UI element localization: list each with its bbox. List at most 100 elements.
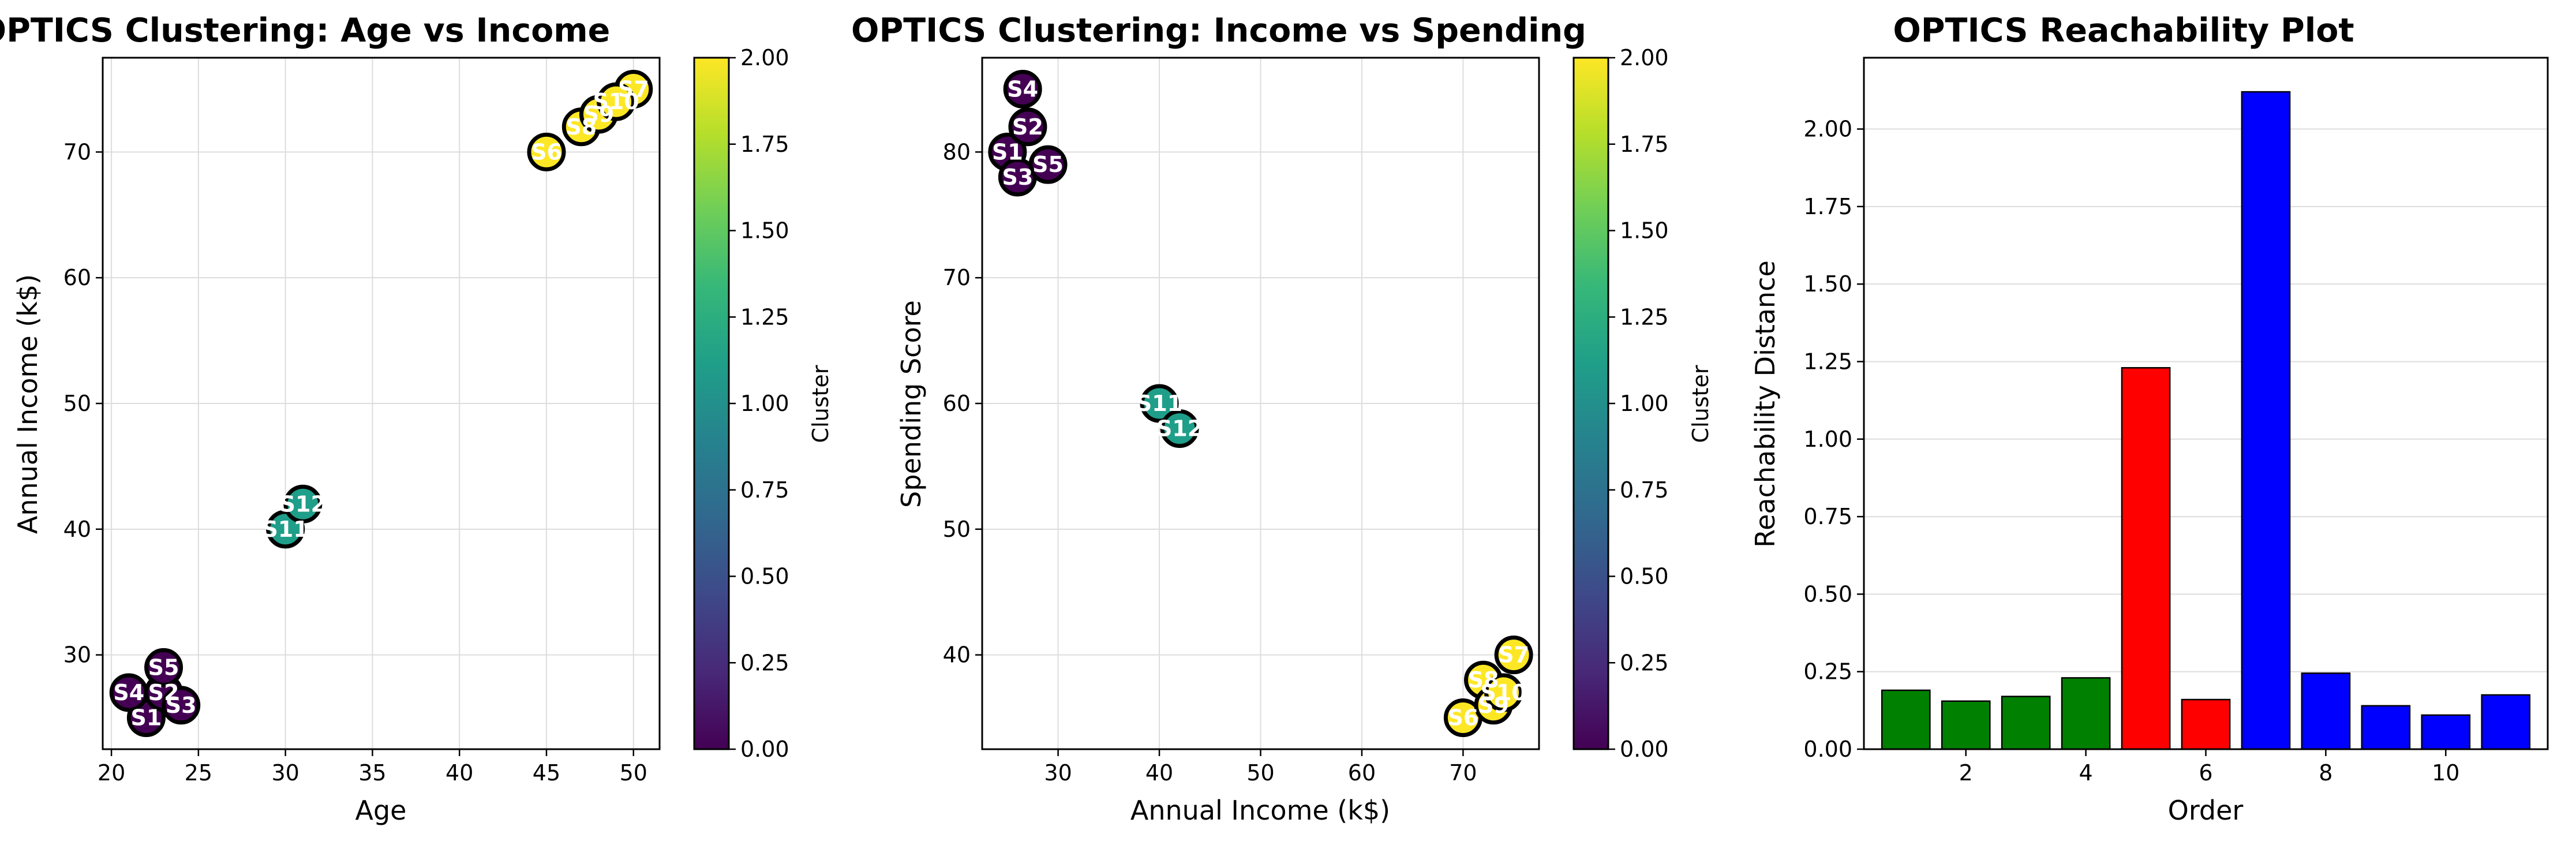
colorbar-tick-label: 1.75 (740, 132, 789, 157)
y-tick-label: 30 (63, 642, 91, 668)
point-label: S7 (1498, 642, 1529, 668)
y-ticks: 0.00 0.25 0.50 0.75 1.00 1.25 1.50 1.75 2.00 (1803, 117, 1864, 762)
point-label: S11 (1136, 391, 1182, 416)
x-axis-label: Order (2168, 795, 2244, 826)
y-tick-label: 0.75 (1803, 504, 1852, 529)
colorbar-tick-label: 0.25 (1620, 650, 1669, 675)
point-label: S5 (148, 655, 179, 680)
colorbar-tick-label: 0.75 (740, 477, 789, 503)
y-tick-label: 1.50 (1803, 271, 1852, 297)
scatter-point (1028, 145, 1068, 184)
x-tick-label: 8 (2319, 760, 2332, 786)
panel-reachability-plot: OPTICS Reachability Plot 2 4 6 8 10 0.00 0.25… (1750, 12, 2549, 826)
point-label: S12 (280, 491, 326, 517)
point-label: S5 (1032, 152, 1064, 177)
colorbar-tick-label: 1.50 (740, 218, 789, 244)
point-label: S8 (1468, 667, 1499, 693)
x-ticks: 20 25 30 35 40 45 50 (98, 749, 647, 786)
colorbar-tick-label: 1.75 (1620, 132, 1669, 157)
y-tick-label: 0.25 (1803, 659, 1852, 685)
reachability-bar (2001, 696, 2051, 750)
colorbar-ticks: 0.00 0.25 0.50 0.75 1.00 1.25 1.50 1.75 2.00 (729, 45, 789, 762)
scatter-point (1140, 384, 1179, 423)
colorbar-tick-label: 1.00 (1620, 391, 1669, 416)
point-label: S1 (992, 139, 1023, 164)
x-axis-label: Annual Income (k$) (1130, 795, 1390, 826)
colorbar-tick-label: 1.50 (1620, 218, 1669, 244)
scatter-point (527, 132, 566, 171)
y-tick-label: 50 (943, 517, 971, 542)
colorbar (693, 57, 730, 750)
x-tick-label: 30 (271, 760, 299, 786)
x-ticks: 2 4 6 8 10 (1959, 749, 2459, 786)
chart-title: OPTICS Reachability Plot (1893, 12, 2354, 50)
y-tick-label: 0.50 (1803, 581, 1852, 607)
y-tick-label: 1.00 (1803, 427, 1852, 452)
point-label: S3 (166, 693, 197, 718)
y-tick-label: 1.75 (1803, 194, 1852, 219)
y-ticks: 40 50 60 70 80 (943, 139, 982, 668)
y-axis-label: Reachability Distance (1750, 260, 1781, 548)
y-tick-label: 2.00 (1803, 117, 1852, 142)
colorbar-tick-label: 0.75 (1620, 477, 1669, 503)
reachability-bar (2121, 367, 2171, 750)
reachability-bar (2361, 705, 2411, 750)
x-tick-label: 2 (1959, 760, 1973, 786)
grid-lines (982, 58, 1539, 749)
y-tick-label: 60 (943, 391, 971, 416)
y-axis-label: Spending Score (896, 300, 927, 508)
chart-title: OPTICS Clustering: Income vs Spending (851, 12, 1586, 50)
colorbar-tick-label: 0.00 (1620, 736, 1669, 762)
x-tick-label: 10 (2432, 760, 2459, 786)
colorbar-ticks: 0.00 0.25 0.50 0.75 1.00 1.25 1.50 1.75 2.00 (1608, 45, 1669, 762)
point-label: S2 (1012, 114, 1043, 140)
x-tick-label: 25 (185, 760, 212, 786)
panel-income-vs-spending: OPTICS Clustering: Income vs Spending S1… (851, 12, 1713, 826)
y-ticks: 30 40 50 60 70 (63, 139, 103, 668)
point-label: S9 (1478, 693, 1509, 718)
colorbar-tick-label: 0.50 (740, 564, 789, 589)
chart-title: OPTICS Clustering: Age vs Income (0, 12, 610, 50)
y-tick-label: 40 (63, 517, 91, 542)
point-label: S1 (130, 705, 162, 731)
colorbar-tick-label: 2.00 (1620, 45, 1669, 70)
point-label: S6 (531, 139, 562, 164)
x-tick-label: 35 (358, 760, 386, 786)
x-tick-label: 60 (1348, 760, 1376, 786)
point-label: S10 (593, 89, 639, 114)
reachability-bar (2481, 694, 2531, 750)
y-tick-label: 60 (63, 265, 91, 290)
point-label: S8 (566, 114, 597, 140)
scatter-point (1003, 69, 1042, 109)
point-label: S4 (113, 680, 144, 705)
reachability-bar (1941, 700, 1991, 750)
scatter-point (1484, 673, 1523, 712)
point-label: S6 (1448, 705, 1479, 731)
point-label: S2 (148, 680, 179, 705)
x-tick-label: 30 (1044, 760, 1072, 786)
scatter-point (162, 686, 201, 725)
colorbar-tick-label: 0.25 (740, 650, 789, 675)
colorbar-tick-label: 1.00 (740, 391, 789, 416)
point-label: S7 (618, 76, 649, 102)
y-tick-label: 70 (63, 139, 91, 164)
colorbar-tick-label: 2.00 (740, 45, 789, 70)
scatter-point (1494, 635, 1533, 675)
x-tick-label: 20 (98, 760, 125, 786)
scatter-point (597, 82, 636, 121)
bars (1881, 91, 2531, 750)
scatter-point (1008, 107, 1047, 147)
reachability-bar (1881, 689, 1931, 750)
point-label: S11 (263, 517, 309, 542)
reachability-bar (2241, 91, 2291, 750)
point-label: S12 (1156, 416, 1203, 442)
x-tick-label: 70 (1449, 760, 1477, 786)
x-tick-label: 4 (2079, 760, 2093, 786)
x-tick-label: 40 (1145, 760, 1173, 786)
y-tick-label: 70 (943, 265, 971, 290)
plot-frame (1863, 57, 2549, 750)
scatter-point (144, 648, 184, 687)
